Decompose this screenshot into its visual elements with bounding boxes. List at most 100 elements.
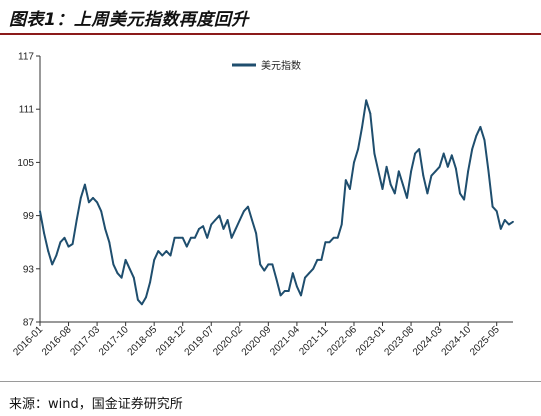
data-point <box>43 232 45 235</box>
x-tick-label: 2020-09 <box>240 324 274 358</box>
data-point <box>132 276 135 279</box>
data-point <box>116 272 119 275</box>
x-tick-group: 2016-012016-082017-032017-102018-052018-… <box>11 322 502 358</box>
x-tick-label: 2021-11 <box>297 324 331 358</box>
data-point <box>185 245 188 248</box>
data-point <box>145 296 147 299</box>
data-point <box>39 210 41 213</box>
data-point <box>475 134 478 137</box>
x-tick-label: 2025-05 <box>468 324 502 358</box>
data-point <box>381 188 384 190</box>
data-point <box>238 219 241 221</box>
y-tick-label: 111 <box>19 105 35 116</box>
data-point <box>369 112 372 115</box>
data-point <box>279 294 282 297</box>
data-point <box>222 228 225 230</box>
x-tick-label: 2020-02 <box>211 324 245 358</box>
data-point <box>153 259 156 261</box>
data-point <box>406 197 408 199</box>
legend-label: 美元指数 <box>261 59 301 72</box>
data-point <box>251 219 253 221</box>
data-point <box>275 278 278 281</box>
x-tick-label: 2016-01 <box>11 324 45 358</box>
data-point <box>128 267 131 270</box>
data-point <box>365 99 368 102</box>
data-point <box>479 126 482 128</box>
y-tick-label: 105 <box>17 158 34 169</box>
data-point <box>340 223 343 226</box>
data-point <box>508 223 510 226</box>
data-point <box>332 236 335 239</box>
data-point <box>422 174 425 177</box>
source-divider <box>0 381 541 382</box>
figure-title: 图表1：上周美元指数再度回升 <box>9 10 249 30</box>
data-point <box>463 198 465 201</box>
data-point <box>434 170 437 173</box>
y-tick-group: 87 93 99 105 111 117 <box>17 52 40 329</box>
data-point <box>243 210 245 213</box>
data-point <box>226 219 229 221</box>
data-point <box>202 225 205 228</box>
source-note: 来源：wind，国金证券研究所 <box>9 397 183 412</box>
x-tick-label: 2018-05 <box>126 324 160 358</box>
data-point <box>259 263 262 266</box>
data-point <box>467 170 469 173</box>
data-point <box>344 179 347 182</box>
data-point <box>79 197 82 199</box>
data-point <box>487 170 490 173</box>
data-point <box>389 183 392 186</box>
data-point <box>165 250 168 253</box>
data-point <box>450 154 453 157</box>
data-point <box>108 241 111 244</box>
data-point <box>51 263 54 266</box>
data-point <box>63 236 66 239</box>
data-point <box>198 228 200 230</box>
y-tick-label: 99 <box>23 211 35 222</box>
data-point <box>291 272 294 275</box>
data-point <box>218 214 221 217</box>
data-point <box>112 263 115 266</box>
data-point <box>430 174 433 177</box>
data-point <box>169 254 172 257</box>
data-point <box>210 223 213 226</box>
data-point <box>263 269 266 272</box>
data-point <box>206 236 209 239</box>
data-point <box>320 259 323 261</box>
x-tick-label: 2019-07 <box>183 324 217 358</box>
x-tick-label: 2024-10 <box>440 324 474 358</box>
data-point <box>446 165 449 168</box>
x-tick-label: 2016-08 <box>40 324 74 358</box>
data-point <box>96 201 98 204</box>
data-point <box>503 219 506 221</box>
data-point <box>100 210 103 213</box>
data-point <box>181 236 184 239</box>
data-point <box>304 276 306 279</box>
data-point <box>283 290 286 292</box>
data-point <box>418 148 421 150</box>
data-point <box>190 236 192 239</box>
data-point <box>471 148 474 150</box>
data-point <box>173 236 176 239</box>
data-point <box>483 139 486 142</box>
data-point <box>495 210 498 213</box>
data-point <box>308 272 310 275</box>
data-point <box>491 205 494 208</box>
data-point <box>512 220 514 223</box>
data-point <box>410 170 412 173</box>
data-point <box>234 228 237 230</box>
data-point <box>92 197 94 199</box>
data-point <box>194 236 196 239</box>
x-tick-label: 2022-06 <box>325 324 359 358</box>
data-point <box>104 228 107 230</box>
data-point <box>296 285 298 288</box>
data-point <box>88 201 90 204</box>
data-point <box>120 276 123 279</box>
data-point <box>324 241 327 244</box>
data-point <box>336 236 339 239</box>
data-point <box>124 259 127 261</box>
data-point <box>328 241 331 244</box>
data-point <box>349 188 351 190</box>
data-point <box>402 183 404 186</box>
x-tick-label: 2017-03 <box>68 324 102 358</box>
